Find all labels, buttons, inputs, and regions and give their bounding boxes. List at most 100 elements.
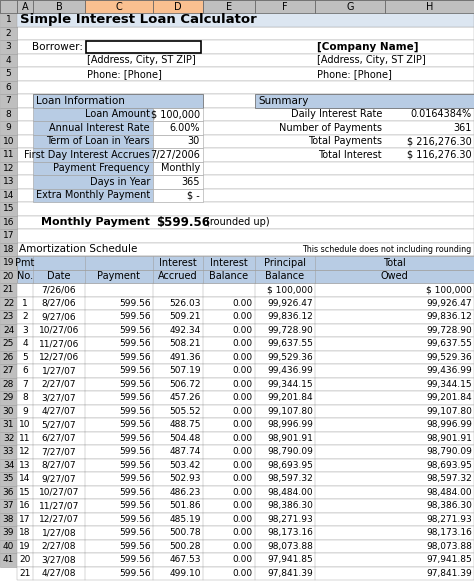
Bar <box>0 526 17 539</box>
Bar <box>17 94 474 108</box>
Text: 599.56: 599.56 <box>119 528 151 537</box>
Text: 0.00: 0.00 <box>233 569 253 578</box>
Bar <box>153 108 203 121</box>
Text: 99,344.15: 99,344.15 <box>427 380 472 389</box>
Text: 32: 32 <box>3 433 14 443</box>
Text: 18: 18 <box>3 245 14 254</box>
Text: 21: 21 <box>3 285 14 294</box>
Text: 7/27/2006: 7/27/2006 <box>150 150 200 160</box>
Text: (rounded up): (rounded up) <box>206 217 270 227</box>
Text: 599.56: 599.56 <box>119 326 151 335</box>
Bar <box>17 175 474 188</box>
Text: 6/27/07: 6/27/07 <box>42 433 76 443</box>
Text: 3/27/08: 3/27/08 <box>42 555 76 565</box>
Text: 41: 41 <box>3 555 14 565</box>
Text: 98,386.30: 98,386.30 <box>426 501 472 510</box>
Text: 504.48: 504.48 <box>170 433 201 443</box>
Text: 0.00: 0.00 <box>233 353 253 362</box>
Bar <box>0 108 17 121</box>
Text: 508.21: 508.21 <box>170 339 201 348</box>
Bar <box>17 364 474 377</box>
Text: $ 100,000: $ 100,000 <box>267 285 313 294</box>
Text: 12/27/06: 12/27/06 <box>39 353 79 362</box>
Bar <box>0 377 17 391</box>
Text: 0.00: 0.00 <box>233 326 253 335</box>
Text: 599.56: 599.56 <box>119 515 151 524</box>
Bar <box>0 310 17 324</box>
Text: 9: 9 <box>22 407 28 416</box>
Bar <box>17 270 474 283</box>
Text: 98,173.16: 98,173.16 <box>426 528 472 537</box>
Bar <box>85 0 153 13</box>
Text: D: D <box>174 2 182 12</box>
Text: 11: 11 <box>19 433 31 443</box>
Bar <box>17 256 474 270</box>
Bar <box>17 526 474 539</box>
Text: 98,790.09: 98,790.09 <box>267 448 313 456</box>
Text: [Address, City, ST ZIP]: [Address, City, ST ZIP] <box>317 55 426 66</box>
Text: 9/27/07: 9/27/07 <box>42 474 76 483</box>
Bar <box>0 445 17 459</box>
Bar <box>0 161 17 175</box>
Text: 3: 3 <box>22 326 28 335</box>
Bar <box>17 391 474 404</box>
Text: Total Interest: Total Interest <box>319 150 382 160</box>
Text: 30: 30 <box>188 136 200 146</box>
Text: 30: 30 <box>3 407 14 416</box>
Text: $ 216,276.30: $ 216,276.30 <box>407 136 472 146</box>
Bar <box>17 188 474 202</box>
Text: 97,941.85: 97,941.85 <box>426 555 472 565</box>
Text: Total: Total <box>383 258 406 268</box>
Bar <box>17 108 474 121</box>
Text: [Address, City, ST ZIP]: [Address, City, ST ZIP] <box>87 55 196 66</box>
Text: Number of Payments: Number of Payments <box>279 123 382 133</box>
Text: 20: 20 <box>3 272 14 281</box>
Text: Balance: Balance <box>210 271 248 281</box>
Bar <box>153 135 203 148</box>
Text: 99,728.90: 99,728.90 <box>426 326 472 335</box>
Text: 457.26: 457.26 <box>170 393 201 402</box>
Bar <box>153 121 203 135</box>
Text: $ 100,000: $ 100,000 <box>426 285 472 294</box>
Bar <box>33 94 203 108</box>
Text: 10: 10 <box>3 137 14 146</box>
Text: 29: 29 <box>3 393 14 402</box>
Text: 7: 7 <box>6 97 11 105</box>
Text: 98,386.30: 98,386.30 <box>267 501 313 510</box>
Text: $ -: $ - <box>187 190 200 200</box>
Text: 0.00: 0.00 <box>233 448 253 456</box>
Bar <box>17 161 474 175</box>
Text: 2: 2 <box>22 312 28 321</box>
Text: 10/27/07: 10/27/07 <box>39 488 79 497</box>
Bar <box>17 121 474 135</box>
Text: 1: 1 <box>22 299 28 308</box>
Text: 13: 13 <box>19 461 31 470</box>
Text: Phone: [Phone]: Phone: [Phone] <box>317 69 392 79</box>
Text: 19: 19 <box>3 258 14 267</box>
Text: 599.56: 599.56 <box>119 299 151 308</box>
Text: 99,637.55: 99,637.55 <box>426 339 472 348</box>
Text: 5: 5 <box>22 353 28 362</box>
Bar <box>153 175 203 188</box>
Text: 99,436.99: 99,436.99 <box>426 366 472 375</box>
Text: 99,529.36: 99,529.36 <box>267 353 313 362</box>
Text: 14: 14 <box>3 191 14 199</box>
Bar <box>17 364 474 377</box>
Bar <box>17 350 474 364</box>
Bar <box>17 256 474 270</box>
Bar <box>17 270 474 283</box>
Bar <box>0 215 17 229</box>
Bar <box>0 0 474 13</box>
Text: 6: 6 <box>6 82 11 92</box>
Text: 28: 28 <box>3 380 14 389</box>
Bar <box>17 566 474 580</box>
Text: 12: 12 <box>19 448 31 456</box>
Bar <box>0 148 17 161</box>
Text: 99,836.12: 99,836.12 <box>426 312 472 321</box>
Text: 599.56: 599.56 <box>119 353 151 362</box>
Text: 0.00: 0.00 <box>233 339 253 348</box>
Bar <box>0 13 17 26</box>
Bar <box>0 553 17 566</box>
Text: 0.00: 0.00 <box>233 474 253 483</box>
Text: Principal: Principal <box>264 258 306 268</box>
